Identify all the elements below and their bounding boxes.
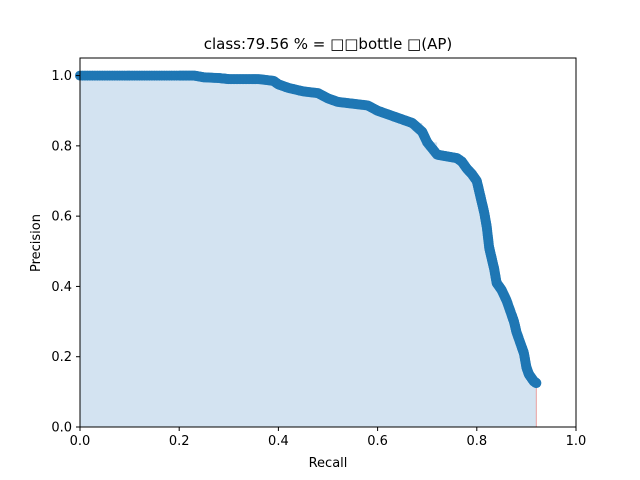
y-tick-label: 0.8 bbox=[51, 139, 72, 154]
x-tick-label: 0.8 bbox=[466, 434, 487, 449]
data-point bbox=[531, 378, 542, 389]
y-tick-label: 0.2 bbox=[51, 350, 72, 365]
x-tick-label: 1.0 bbox=[566, 434, 587, 449]
plot-area bbox=[75, 70, 542, 428]
axes: 0.0 0.2 0.4 0.6 0.8 1.0 0.0 0.2 0.4 0.6 0.8 1.0 bbox=[51, 57, 587, 449]
area-fill bbox=[80, 75, 537, 428]
y-tick-label: 0.6 bbox=[51, 210, 72, 225]
y-tick-label: 1.0 bbox=[51, 69, 72, 84]
x-tick-label: 0.0 bbox=[70, 434, 91, 449]
y-tick-label: 0.4 bbox=[51, 280, 72, 295]
plot-frame bbox=[79, 57, 577, 428]
x-tick-label: 0.2 bbox=[169, 434, 190, 449]
y-axis-title: Precision bbox=[29, 214, 44, 272]
x-axis-title: Recall bbox=[309, 456, 348, 471]
y-tick-label: 0.0 bbox=[51, 421, 72, 436]
x-tick-label: 0.6 bbox=[367, 434, 388, 449]
chart-title: class:79.56 % = □□bottle □(AP) bbox=[204, 35, 453, 53]
x-tick-label: 0.4 bbox=[268, 434, 289, 449]
